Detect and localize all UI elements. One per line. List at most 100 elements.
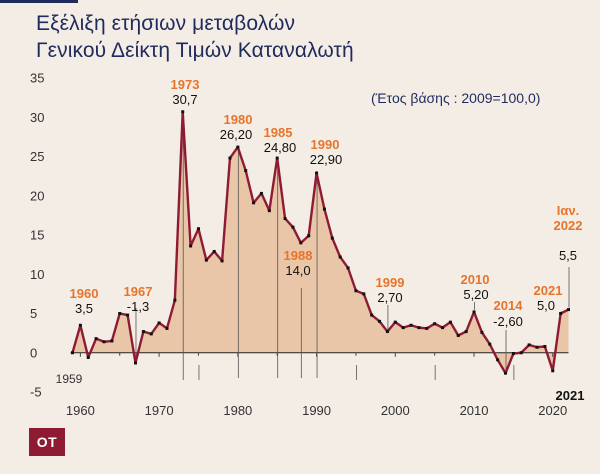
data-point-2002 (409, 323, 413, 327)
brand-logo: OT (29, 428, 65, 456)
annotation-8-year: 1999 (376, 275, 405, 290)
data-point-2018 (535, 345, 539, 349)
data-point-2006 (441, 326, 445, 330)
data-point-1974 (189, 244, 193, 248)
data-point-1985 (275, 156, 279, 160)
data-point-1997 (370, 313, 374, 317)
area-fill (72, 111, 569, 374)
base-year-note: (Έτος βάσης : 2009=100,0) (371, 90, 541, 106)
data-point-2016 (519, 351, 523, 355)
annotation-4-value: 26,20 (220, 127, 253, 142)
data-point-2020 (551, 369, 555, 373)
y-tick-label-25: 25 (30, 149, 44, 164)
data-point-2021 (559, 312, 563, 315)
data-point-2013 (496, 358, 500, 362)
data-point-1965 (118, 312, 122, 315)
x-tick-label-2010: 2010 (460, 403, 489, 418)
data-point-2009 (464, 330, 468, 334)
data-point-2012 (488, 342, 492, 346)
data-point-1978 (220, 259, 224, 263)
data-point-1966 (126, 313, 130, 317)
data-point-2015 (511, 352, 515, 356)
y-tick-label-35: 35 (30, 71, 44, 86)
data-point-1968 (141, 330, 145, 334)
data-point-1973 (181, 110, 185, 114)
data-point-2008 (456, 333, 460, 337)
data-point-1979 (228, 156, 232, 160)
annotation-1-year: 1960 (70, 286, 99, 301)
x-tick-label-1960: 1960 (66, 403, 95, 418)
x-tick-label-2000: 2000 (381, 403, 410, 418)
annotation-11-year: 2021 (534, 283, 563, 298)
data-point-1999 (385, 330, 389, 334)
data-point-1982 (252, 201, 256, 205)
top-accent-bar (0, 0, 600, 3)
annotation-7-value: 22,90 (310, 152, 343, 167)
annotation-10-year: 2014 (494, 298, 524, 313)
data-point-2019 (543, 344, 547, 348)
data-point-2017 (527, 343, 531, 347)
data-point-2000 (393, 320, 397, 324)
data-point-1961 (86, 355, 90, 359)
data-point-1976 (204, 258, 208, 262)
data-point-1995 (354, 289, 358, 293)
data-point-1990 (315, 171, 319, 175)
y-tick-label-20: 20 (30, 188, 44, 203)
data-point-1962 (94, 337, 98, 341)
chart-title: Εξέλιξη ετήσιων μεταβολών Γενικού Δείκτη… (36, 10, 354, 64)
annotation-11-value: 5,0 (537, 298, 555, 313)
annotation-12-value: 5,5 (559, 248, 577, 263)
data-point-2010 (472, 310, 476, 314)
annotation-3-value: 30,7 (172, 92, 197, 107)
y-tick-label--5: -5 (30, 385, 42, 400)
data-point-1991 (322, 207, 326, 211)
annotation-13-year: 2021 (556, 388, 585, 403)
data-point-1980 (236, 145, 240, 149)
x-tick-label-1980: 1980 (223, 403, 252, 418)
annotation-5-value: 24,80 (264, 140, 297, 155)
data-point-1988 (299, 241, 303, 245)
annotation-9-year: 2010 (461, 272, 490, 287)
data-point-2003 (417, 326, 421, 330)
data-point-2001 (401, 326, 405, 330)
data-point-1967 (133, 361, 137, 365)
annotation-9-value: 5,20 (463, 287, 488, 302)
annotation-1-value: 3,5 (75, 301, 93, 316)
data-point-1959 (71, 351, 74, 355)
data-point-1998 (378, 319, 382, 323)
data-point-1986 (283, 217, 287, 221)
annotation-7-year: 1990 (311, 137, 340, 152)
x-tick-label-2020: 2020 (538, 403, 567, 418)
y-tick-label-15: 15 (30, 228, 44, 243)
annotation-0-year: 1959 (56, 372, 83, 386)
x-tick-label-1970: 1970 (145, 403, 174, 418)
data-point-1975 (196, 227, 200, 231)
annotation-5-year: 1985 (264, 125, 293, 140)
annotation-10-value: -2,60 (493, 314, 523, 329)
annotation-6-value: 14,0 (285, 263, 310, 278)
annotation-2-value: -1,3 (127, 299, 149, 314)
data-point-1993 (338, 255, 342, 259)
data-point-1964 (110, 339, 114, 343)
chart-title-line-2: Γενικού Δείκτη Τιμών Καταναλωτή (36, 39, 354, 62)
data-point-1972 (173, 298, 177, 302)
annotation-4-year: 1980 (224, 112, 253, 127)
data-point-1969 (149, 332, 153, 336)
data-point-1984 (267, 209, 271, 213)
annotation-12-year: Ιαν. 2022 (554, 203, 583, 233)
x-tick-label-1990: 1990 (302, 403, 331, 418)
data-point-1977 (212, 249, 216, 253)
data-point-1981 (244, 169, 248, 173)
data-point-2005 (433, 322, 437, 326)
data-point-1994 (346, 266, 350, 270)
y-tick-label-30: 30 (30, 110, 44, 125)
annotation-6-year: 1988 (284, 248, 313, 263)
data-point-1983 (259, 191, 263, 195)
annotation-2-year: 1967 (124, 284, 153, 299)
data-point-1960 (78, 323, 82, 327)
data-point-2014 (504, 371, 508, 375)
data-point-2007 (448, 320, 452, 324)
top-accent-segment (0, 0, 78, 3)
y-tick-label-0: 0 (30, 345, 37, 360)
